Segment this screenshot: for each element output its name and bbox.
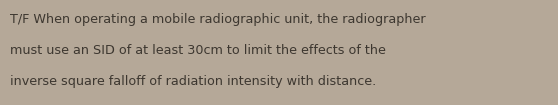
Text: T/F When operating a mobile radiographic unit, the radiographer: T/F When operating a mobile radiographic… <box>10 13 426 26</box>
Text: inverse square falloff of radiation intensity with distance.: inverse square falloff of radiation inte… <box>10 75 376 88</box>
Text: must use an SID of at least 30cm to limit the effects of the: must use an SID of at least 30cm to limi… <box>10 44 386 57</box>
